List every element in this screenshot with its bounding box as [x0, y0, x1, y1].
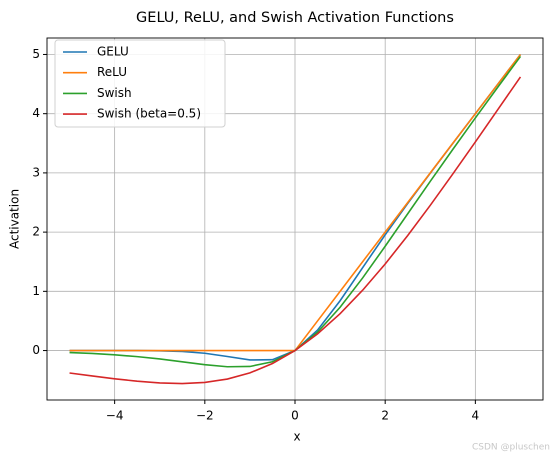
x-axis-label: x	[293, 430, 300, 444]
y-tick-label: 1	[32, 284, 40, 298]
y-tick-label: 0	[32, 343, 40, 357]
watermark: CSDN @pluschen	[472, 443, 550, 453]
legend-label: ReLU	[97, 65, 127, 79]
x-tick-label: 2	[381, 409, 389, 423]
chart-title: GELU, ReLU, and Swish Activation Functio…	[136, 10, 454, 26]
y-tick-label: 3	[32, 165, 40, 179]
y-tick-label: 2	[32, 225, 40, 239]
legend-label: Swish (beta=0.5)	[97, 107, 201, 121]
legend-box	[54, 39, 226, 128]
y-tick-label: 4	[32, 106, 40, 120]
y-tick-label: 5	[32, 47, 40, 61]
legend-label: Swish	[97, 86, 132, 100]
line	[69, 76, 522, 385]
legend-label: GELU	[97, 45, 129, 59]
x-tick-label: −2	[196, 409, 214, 423]
x-tick-label: 4	[472, 409, 480, 423]
y-axis-label: Activation	[8, 189, 22, 249]
plot-frame	[46, 37, 544, 401]
x-tick-label: −4	[106, 409, 124, 423]
x-tick-label: 0	[291, 409, 299, 423]
